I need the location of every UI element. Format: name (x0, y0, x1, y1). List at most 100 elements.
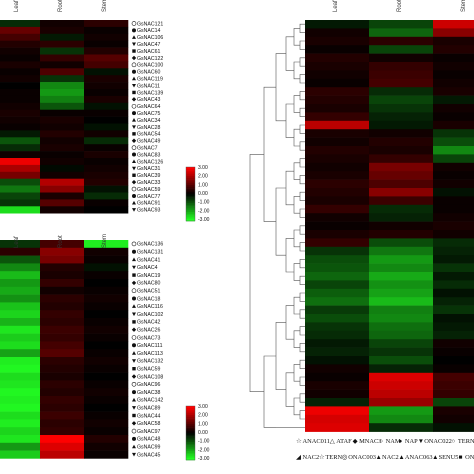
heatmap-cell (40, 68, 85, 76)
heatmap-cell (369, 398, 434, 407)
dendrogram-branch (275, 322, 286, 390)
heatmap-cell (433, 330, 474, 340)
heatmap-cell (305, 297, 370, 306)
heatmap-cell (0, 164, 41, 173)
heatmap-cell (0, 333, 41, 342)
key-label: ANAC011 (303, 438, 330, 445)
colorbar-segment (186, 192, 195, 195)
gene-label: GsNAC11 (137, 83, 160, 89)
heatmap-cell (84, 102, 129, 110)
square-marker-icon (132, 273, 136, 277)
triangle-marker-icon (132, 35, 136, 39)
heatmap-cell (305, 406, 370, 416)
heatmap-cell (40, 302, 85, 311)
heatmap-cell (433, 381, 474, 390)
heatmap-cell (40, 435, 85, 444)
heatmap-cell (0, 199, 41, 207)
heatmap-cell (40, 388, 85, 397)
heatmap-cell (433, 70, 474, 80)
dendrogram-branch (293, 397, 300, 416)
heatmap-cell (40, 442, 85, 451)
colorbar-segment (186, 177, 195, 180)
heatmap-cell (40, 199, 85, 207)
key-label: TERN (458, 438, 474, 445)
triangle-marker-icon (132, 76, 136, 81)
key-symbol: ☆ (296, 438, 302, 445)
colorbar-segment (186, 429, 195, 432)
diamond-marker-icon (131, 97, 137, 102)
gene-label: GsNAC42 (137, 320, 160, 326)
dendrogram-branch (299, 376, 305, 386)
heatmap-cell (40, 164, 85, 173)
heatmap-cell (305, 213, 370, 222)
colorbar-segment (186, 212, 195, 215)
key-label: NAM (386, 438, 401, 445)
dendrogram-branch (293, 296, 300, 315)
colorbar-segment (186, 213, 195, 216)
heatmap-cell (40, 130, 85, 138)
heatmap-cell (84, 247, 129, 256)
heatmap-cell (84, 137, 129, 145)
down-triangle-marker-icon (132, 83, 136, 88)
gene-label: GsNAC28 (137, 125, 160, 131)
heatmap-cell (433, 347, 474, 357)
gene-label: GsNAC48 (137, 437, 160, 443)
heatmap-cell (84, 109, 129, 117)
gene-label: GsNAC91 (137, 201, 160, 207)
heatmap-cell (369, 272, 434, 281)
heatmap-cell (369, 406, 434, 416)
heatmap-cell (369, 255, 434, 264)
colorbar-segment (186, 449, 195, 452)
heatmap-cell (0, 286, 41, 295)
heatmap-cell (0, 144, 41, 152)
heatmap-cell (305, 196, 370, 206)
column-label: Root (58, 0, 64, 12)
down-triangle-marker-icon (132, 125, 136, 129)
heatmap-cell (0, 240, 41, 249)
gene-label: GsNAC31 (137, 166, 160, 172)
colorbar-segment (186, 420, 195, 423)
square-marker-icon (132, 413, 136, 418)
heatmap-cell (305, 28, 370, 38)
gene-label: GsNAC139 (137, 90, 163, 96)
heatmap-cell (0, 310, 41, 319)
colorbar-segment (186, 197, 195, 200)
dendrogram-branch (299, 107, 305, 117)
colorbar-segment (186, 409, 195, 412)
heatmap-cell (433, 95, 474, 105)
heatmap-cell (0, 442, 41, 451)
heatmap-cell (0, 318, 41, 327)
heatmap-cell (84, 279, 129, 288)
colorbar-segment (186, 451, 195, 454)
down-triangle-marker-icon (132, 359, 136, 363)
colorbar-segment (186, 176, 195, 179)
heatmap-cell (305, 20, 370, 29)
heatmap-cell (433, 87, 474, 96)
colorbar-tick-label: -1.00 (198, 200, 210, 206)
gene-label: GsNAC54 (137, 132, 160, 138)
heatmap-cell (433, 305, 474, 315)
heatmap-cell (84, 364, 129, 373)
column-label: Leaf (14, 0, 20, 12)
colorbar-tick-label: -3.00 (198, 217, 210, 223)
heatmap-cell (0, 341, 41, 350)
heatmap-cell (84, 255, 129, 264)
gene-label: GsNAC33 (137, 180, 160, 186)
down-triangle-marker-icon (132, 166, 136, 171)
heatmap-cell (40, 247, 85, 256)
heatmap-cell (40, 178, 85, 186)
dendrogram-branch (299, 326, 305, 336)
heatmap-cell (433, 45, 474, 54)
heatmap-cell (84, 61, 129, 69)
key-symbol: ○ (379, 438, 383, 445)
down-triangle-marker-icon (132, 452, 136, 457)
square-marker-icon (132, 90, 136, 95)
heatmap-cell (433, 112, 474, 122)
heatmap-cell (369, 20, 434, 29)
heatmap-cell (40, 364, 85, 373)
heatmap-cell (0, 82, 41, 90)
heatmap-cell (305, 322, 370, 332)
dendrogram-branch (299, 175, 305, 185)
colorbar-segment (186, 454, 195, 457)
